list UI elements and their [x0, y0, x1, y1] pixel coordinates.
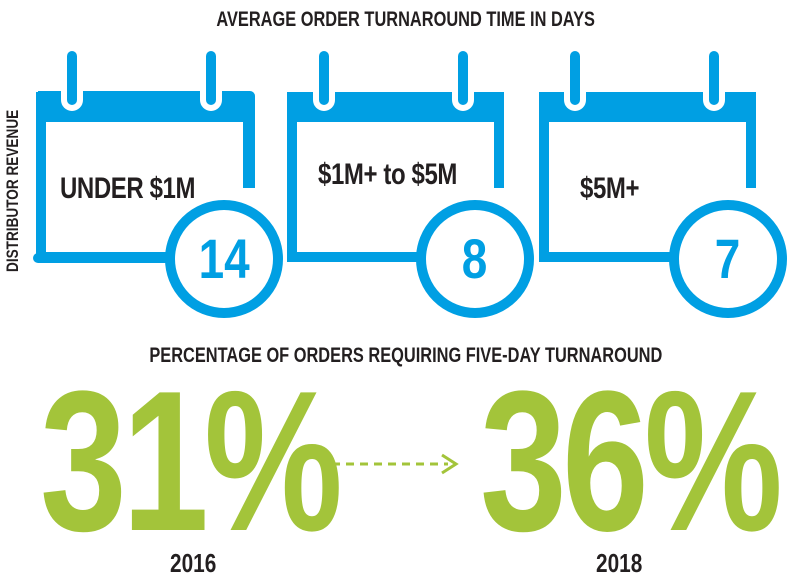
revenue-tier-label: $1M+ to $5M	[318, 158, 457, 191]
turnaround-days-value: 7	[715, 227, 741, 290]
dashed-arrow-right-icon	[332, 453, 459, 475]
calendar-icon	[539, 45, 787, 318]
calendar-icon	[287, 45, 534, 318]
year-label-2018: 2018	[596, 548, 643, 578]
year-label-2016: 2016	[170, 548, 217, 578]
revenue-tier-label: UNDER $1M	[60, 172, 196, 205]
calendar-icon	[33, 45, 283, 318]
day-count-circle	[669, 200, 787, 318]
five-day-title: PERCENTAGE OF ORDERS REQUIRING FIVE-DAY …	[149, 344, 663, 367]
percentage-2018: 36%	[480, 350, 783, 573]
revenue-tier-label: $5M+	[580, 172, 640, 205]
day-count-circle	[165, 200, 283, 318]
turnaround-days-value: 8	[462, 227, 488, 290]
calendar-graphics	[33, 45, 787, 318]
turnaround-title: AVERAGE ORDER TURNAROUND TIME IN DAYS	[216, 8, 596, 31]
percentage-2016: 31%	[40, 350, 343, 573]
turnaround-days-value: 14	[198, 227, 250, 290]
day-count-circle	[416, 200, 534, 318]
